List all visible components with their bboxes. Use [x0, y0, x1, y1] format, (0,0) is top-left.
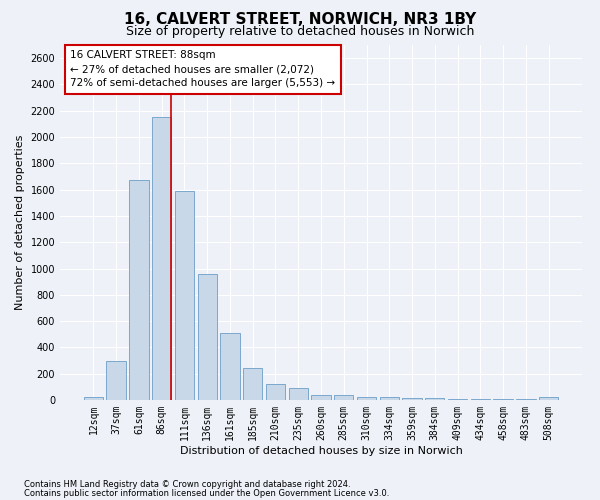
Bar: [129, 180, 149, 400]
Bar: [493, 398, 513, 400]
Bar: [84, 398, 103, 400]
Bar: [448, 398, 467, 400]
Bar: [539, 398, 558, 400]
Bar: [197, 274, 217, 400]
Bar: [175, 191, 194, 400]
Bar: [403, 398, 422, 400]
Bar: [334, 394, 353, 400]
Bar: [152, 118, 172, 400]
Bar: [243, 368, 262, 400]
Bar: [357, 398, 376, 400]
Bar: [220, 333, 239, 400]
Bar: [106, 360, 126, 400]
Text: 16, CALVERT STREET, NORWICH, NR3 1BY: 16, CALVERT STREET, NORWICH, NR3 1BY: [124, 12, 476, 28]
Bar: [380, 398, 399, 400]
Bar: [425, 398, 445, 400]
X-axis label: Distribution of detached houses by size in Norwich: Distribution of detached houses by size …: [179, 446, 463, 456]
Text: Contains HM Land Registry data © Crown copyright and database right 2024.: Contains HM Land Registry data © Crown c…: [24, 480, 350, 489]
Text: 16 CALVERT STREET: 88sqm
← 27% of detached houses are smaller (2,072)
72% of sem: 16 CALVERT STREET: 88sqm ← 27% of detach…: [70, 50, 335, 88]
Bar: [266, 384, 285, 400]
Bar: [311, 394, 331, 400]
Y-axis label: Number of detached properties: Number of detached properties: [15, 135, 25, 310]
Text: Size of property relative to detached houses in Norwich: Size of property relative to detached ho…: [126, 25, 474, 38]
Text: Contains public sector information licensed under the Open Government Licence v3: Contains public sector information licen…: [24, 488, 389, 498]
Bar: [289, 388, 308, 400]
